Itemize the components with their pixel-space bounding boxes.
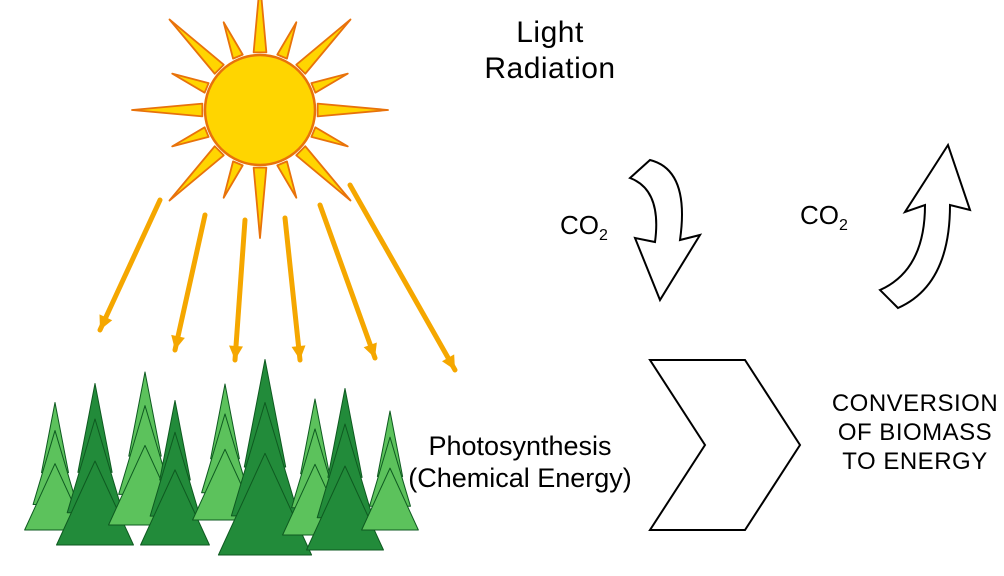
conversion-line3: TO ENERGY (842, 448, 987, 475)
sun-icon (205, 55, 315, 165)
co2-up-text: CO (800, 200, 839, 230)
light-rays (100, 185, 455, 370)
light-radiation-label: Light Radiation (470, 15, 630, 87)
light-radiation-line1: Light (516, 16, 584, 49)
co2-up-sub: 2 (839, 217, 848, 234)
trees-forest (25, 360, 419, 556)
photosynthesis-line1: Photosynthesis (428, 431, 611, 461)
co2-down-sub: 2 (599, 227, 608, 244)
co2-up-arrow-icon (880, 145, 970, 308)
co2-down-arrow-icon (630, 160, 700, 300)
conversion-line1: CONVERSION (832, 390, 998, 417)
photosynthesis-line2: (Chemical Energy) (408, 463, 632, 493)
chevron-arrow-icon (650, 360, 800, 530)
conversion-line2: OF BIOMASS (838, 419, 992, 446)
co2-down-label: CO2 (560, 210, 608, 245)
co2-down-text: CO (560, 210, 599, 240)
conversion-label: CONVERSION OF BIOMASS TO ENERGY (830, 390, 1000, 476)
co2-up-label: CO2 (800, 200, 848, 235)
light-radiation-line2: Radiation (484, 52, 615, 85)
photosynthesis-label: Photosynthesis (Chemical Energy) (400, 430, 640, 495)
